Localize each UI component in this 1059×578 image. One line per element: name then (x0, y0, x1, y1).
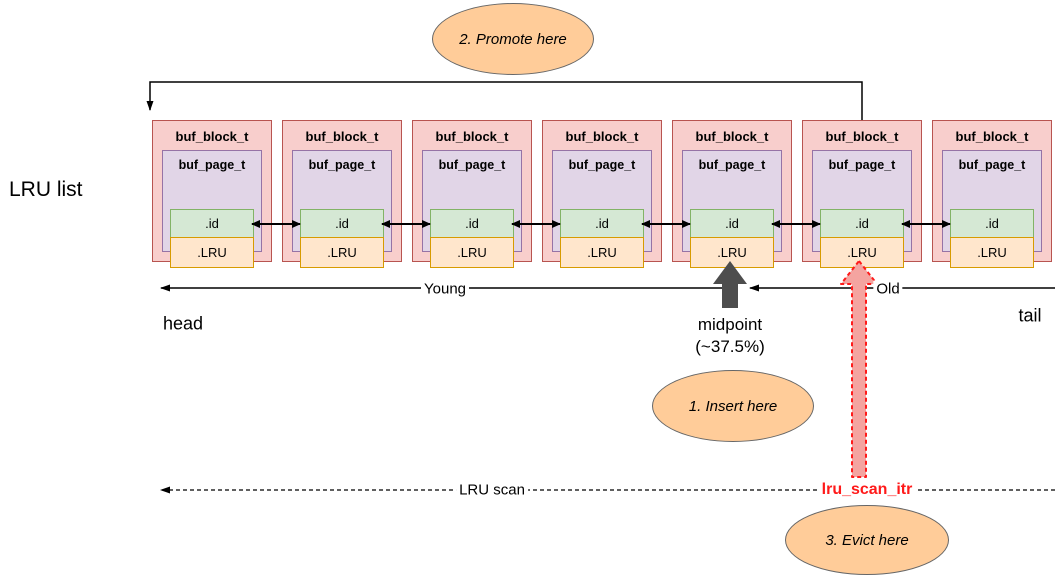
buf-page: buf_page_t .id .LRU (942, 150, 1042, 268)
buf-block: buf_block_t buf_page_t .id .LRU (802, 120, 922, 268)
buf-page: buf_page_t .id .LRU (812, 150, 912, 268)
buf-page: buf_page_t .id .LRU (292, 150, 392, 268)
lru-field: .LRU (950, 237, 1034, 268)
id-field: .id (560, 209, 644, 238)
lru-field: .LRU (430, 237, 514, 268)
buf-page-title: buf_page_t (178, 158, 246, 172)
lru-link-arrow (901, 220, 951, 228)
buf-block: buf_block_t buf_page_t .id .LRU (672, 120, 792, 268)
buf-page-title: buf_page_t (828, 158, 896, 172)
buf-page-title: buf_page_t (438, 158, 506, 172)
lru-field: .LRU (300, 237, 384, 268)
promote-callout: 2. Promote here (432, 3, 594, 75)
buf-block-title: buf_block_t (435, 129, 509, 144)
head-label: head (162, 313, 204, 334)
buf-page: buf_page_t .id .LRU (682, 150, 782, 268)
lru-link-arrow (511, 220, 561, 228)
lru-scan-label: LRU scan (456, 481, 528, 499)
id-field: .id (690, 209, 774, 238)
buf-page: buf_page_t .id .LRU (422, 150, 522, 268)
buf-page-title: buf_page_t (308, 158, 376, 172)
buf-page: buf_page_t .id .LRU (162, 150, 262, 268)
lru-link-arrow (381, 220, 431, 228)
midpoint-label: midpoint (~37.5%) (695, 314, 764, 358)
midpoint-label-line2: (~37.5%) (695, 337, 765, 356)
tail-label: tail (1018, 305, 1042, 326)
buf-block-title: buf_block_t (825, 129, 899, 144)
old-label: Old (873, 280, 903, 298)
id-field: .id (300, 209, 384, 238)
buf-block: buf_block_t buf_page_t .id .LRU (412, 120, 532, 268)
id-field: .id (820, 209, 904, 238)
buf-block-title: buf_block_t (695, 129, 769, 144)
promote-callout-text: 2. Promote here (459, 30, 567, 48)
buf-block: buf_block_t buf_page_t .id .LRU (282, 120, 402, 268)
evict-callout: 3. Evict here (785, 505, 949, 575)
buf-block-title: buf_block_t (955, 129, 1029, 144)
buf-page-title: buf_page_t (568, 158, 636, 172)
lru-link-arrow (641, 220, 691, 228)
lru-field: .LRU (560, 237, 644, 268)
insert-callout-text: 1. Insert here (688, 397, 778, 415)
lru-field: .LRU (690, 237, 774, 268)
lru-list-label: LRU list (9, 178, 83, 201)
id-field: .id (430, 209, 514, 238)
id-field: .id (170, 209, 254, 238)
lru-scan-itr-label: lru_scan_itr (818, 481, 916, 499)
id-field: .id (950, 209, 1034, 238)
buf-block: buf_block_t buf_page_t .id .LRU (152, 120, 272, 268)
buf-page: buf_page_t .id .LRU (552, 150, 652, 268)
buf-block: buf_block_t buf_page_t .id .LRU (542, 120, 662, 268)
buf-page-title: buf_page_t (958, 158, 1026, 172)
buf-block-title: buf_block_t (305, 129, 379, 144)
lru-link-arrow (251, 220, 301, 228)
young-label: Young (421, 280, 469, 298)
insert-callout: 1. Insert here (652, 370, 814, 442)
lru-field: .LRU (820, 237, 904, 268)
buf-page-title: buf_page_t (698, 158, 766, 172)
lru-link-arrow (771, 220, 821, 228)
buf-block-title: buf_block_t (565, 129, 639, 144)
buf-block-title: buf_block_t (175, 129, 249, 144)
evict-callout-text: 3. Evict here (825, 531, 909, 549)
buf-block: buf_block_t buf_page_t .id .LRU (932, 120, 1052, 268)
lru-field: .LRU (170, 237, 254, 268)
midpoint-label-line1: midpoint (697, 315, 763, 334)
